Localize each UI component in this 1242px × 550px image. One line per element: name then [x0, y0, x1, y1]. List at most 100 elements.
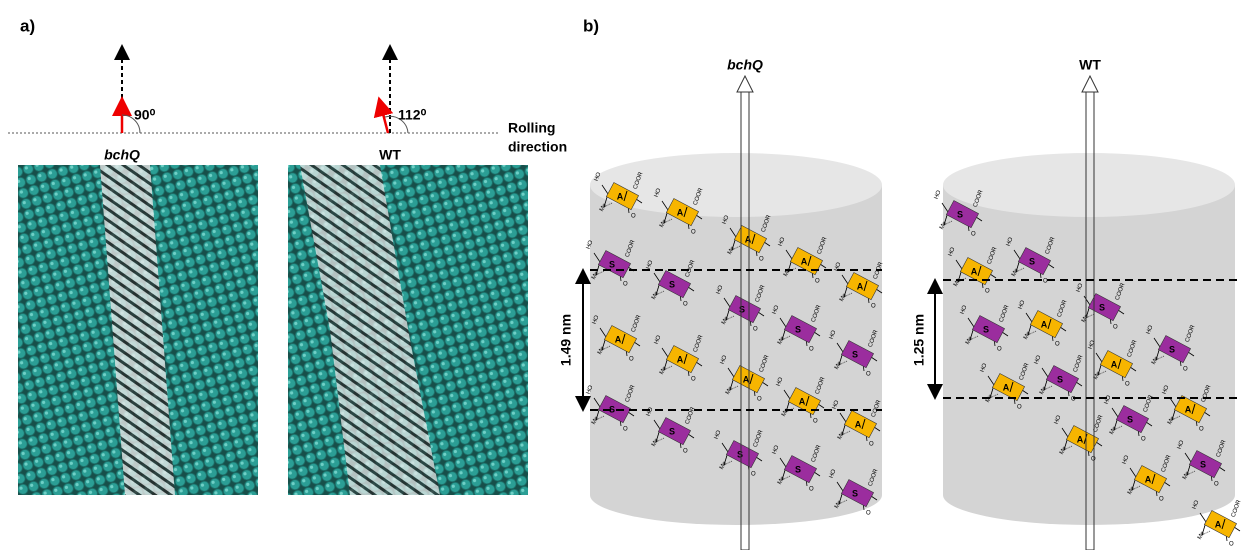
methyl: Me — [953, 277, 963, 288]
hydroxyl: HO — [720, 354, 729, 365]
hydroxyl: HO — [1054, 414, 1063, 425]
oxygen: O — [623, 282, 628, 288]
ring-label: S — [957, 209, 963, 219]
sugar-ring — [1203, 510, 1237, 539]
oxygen: O — [1055, 342, 1060, 348]
methyl: Me — [834, 360, 844, 371]
oxygen: O — [866, 372, 871, 378]
oxygen: O — [691, 230, 696, 236]
oxygen: O — [1159, 497, 1164, 503]
methyl: Me — [1039, 385, 1049, 396]
ring-mark — [1221, 518, 1226, 530]
methyl: Me — [777, 335, 787, 346]
ring-label: A — [801, 256, 808, 266]
sugar-ring — [1029, 310, 1063, 339]
oxygen: O — [1125, 382, 1130, 388]
ring-label: A — [855, 419, 862, 429]
ring-label: A — [1077, 434, 1084, 444]
hydroxyl: HO — [1146, 324, 1155, 335]
oxygen: O — [1199, 427, 1204, 433]
sugar-ring — [1099, 350, 1133, 379]
ring-label: A — [799, 396, 806, 406]
sugar-ring — [959, 257, 993, 286]
ring-label: A — [1145, 474, 1152, 484]
sugar-ring — [731, 365, 765, 394]
ring-mark — [1009, 381, 1014, 393]
sugar-ring — [657, 417, 691, 446]
ester: COOR — [1231, 499, 1242, 519]
rolling-label: Rolling — [508, 120, 555, 136]
ring-mark — [621, 333, 626, 345]
ring-label: S — [1029, 256, 1035, 266]
direction-arrow — [373, 96, 394, 134]
dotted-bond — [1043, 376, 1053, 391]
hydroxyl: HO — [1088, 339, 1097, 350]
sugar-ring — [733, 225, 767, 254]
sugar-ring — [605, 182, 639, 211]
angle-arc — [384, 115, 409, 134]
sugar-ring — [657, 270, 691, 299]
panel-label: a) — [20, 16, 35, 35]
methyl: Me — [1151, 355, 1161, 366]
hydroxyl: HO — [772, 304, 781, 315]
ring-label: S — [669, 426, 675, 436]
sugar-ring — [787, 387, 821, 416]
oxygen: O — [809, 347, 814, 353]
dotted-bond — [595, 261, 605, 276]
dotted-bond — [838, 490, 848, 505]
hydroxyl: HO — [654, 187, 663, 198]
ring-label: A — [1003, 382, 1010, 392]
ring-mark — [1117, 358, 1122, 370]
dotted-bond — [1097, 361, 1107, 376]
axis-arrow — [736, 74, 1099, 550]
ring-mark — [1047, 318, 1052, 330]
hydroxyl: HO — [1076, 282, 1085, 293]
dotted-bond — [1113, 416, 1123, 431]
methyl: Me — [1059, 445, 1069, 456]
ring-label: A — [677, 354, 684, 364]
ring-mark — [683, 206, 688, 218]
methyl: Me — [591, 415, 601, 426]
methyl: Me — [727, 245, 737, 256]
hydroxyl: HO — [654, 334, 663, 345]
dotted-bond — [603, 193, 613, 208]
oxygen: O — [809, 487, 814, 493]
ring-label: A — [971, 266, 978, 276]
methyl: Me — [651, 437, 661, 448]
oxygen: O — [869, 442, 874, 448]
fiber-band — [100, 165, 175, 495]
methyl: Me — [781, 407, 791, 418]
sugar-ring — [1188, 450, 1222, 479]
methyl: Me — [1197, 530, 1207, 541]
sugar-ring — [603, 325, 637, 354]
methyl: Me — [725, 385, 735, 396]
ring-label: S — [852, 488, 858, 498]
ring-label: A — [857, 281, 864, 291]
ring-label: S — [609, 259, 615, 269]
hydroxyl: HO — [1104, 394, 1113, 405]
ring-mark — [751, 233, 756, 245]
hydroxyl: HO — [948, 246, 957, 257]
dotted-bond — [943, 211, 953, 226]
methyl: Me — [719, 460, 729, 471]
angle-label: 112⁰ — [398, 107, 427, 123]
ring-label: S — [1200, 459, 1206, 469]
methyl: Me — [1182, 470, 1192, 481]
hydroxyl: HO — [829, 329, 838, 340]
ring-label: S — [1099, 302, 1105, 312]
ring-mark — [863, 280, 868, 292]
dotted-bond — [729, 376, 739, 391]
angle-arc — [121, 114, 141, 134]
sugar-ring — [665, 198, 699, 227]
fiber-band — [300, 165, 440, 495]
hydroxyl: HO — [1034, 354, 1043, 365]
ring-mark — [1151, 473, 1156, 485]
sugar-ring — [725, 440, 759, 469]
